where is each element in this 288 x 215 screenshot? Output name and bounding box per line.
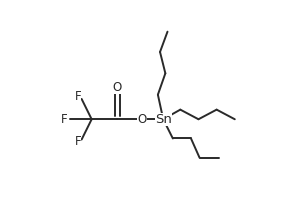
Text: F: F [75,90,81,103]
Text: F: F [75,135,81,148]
Text: Sn: Sn [155,113,172,126]
Text: O: O [113,81,122,94]
Text: O: O [137,113,147,126]
Text: F: F [60,113,67,126]
